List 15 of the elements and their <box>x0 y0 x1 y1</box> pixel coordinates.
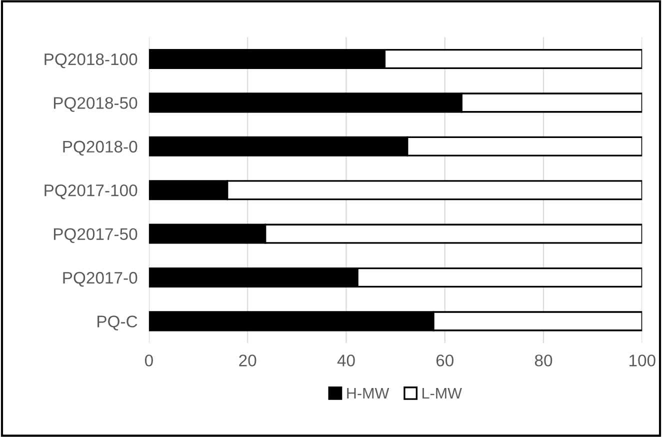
y-tick-label: PQ2017-0 <box>63 272 138 287</box>
legend-label: L-MW <box>422 388 462 399</box>
y-tick-label: PQ2018-0 <box>63 140 138 156</box>
y-tick-label: PQ2017-100 <box>44 184 138 200</box>
x-tick-label: 100 <box>630 354 656 366</box>
x-tick-label: 80 <box>534 354 552 366</box>
y-tick-label: PQ2018-100 <box>44 53 138 68</box>
legend-label: H-MW <box>347 388 390 399</box>
x-tick-label: 0 <box>144 354 153 366</box>
x-tick-label: 20 <box>239 354 256 366</box>
y-tick-label: PQ2018-50 <box>54 97 138 112</box>
x-tick-label: 60 <box>436 354 454 366</box>
x-tick-label: 40 <box>337 354 355 366</box>
y-tick-label: PQ-C <box>98 316 138 330</box>
y-tick-label: PQ2017-50 <box>54 228 138 243</box>
